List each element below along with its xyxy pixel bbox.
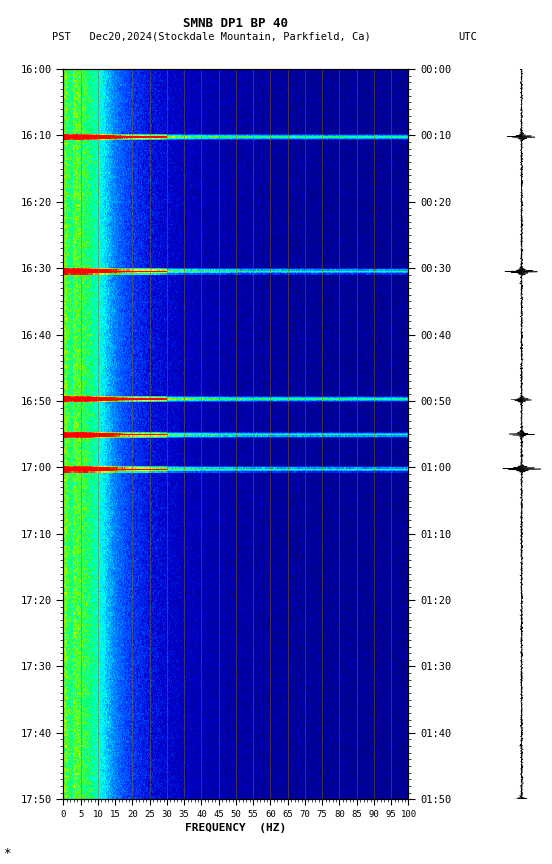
Text: SMNB DP1 BP 40: SMNB DP1 BP 40 — [183, 17, 289, 30]
Text: *: * — [3, 847, 10, 860]
Text: UTC: UTC — [458, 32, 477, 42]
X-axis label: FREQUENCY  (HZ): FREQUENCY (HZ) — [185, 823, 286, 833]
Text: PST   Dec20,2024(Stockdale Mountain, Parkfield, Ca): PST Dec20,2024(Stockdale Mountain, Parkf… — [52, 32, 371, 42]
